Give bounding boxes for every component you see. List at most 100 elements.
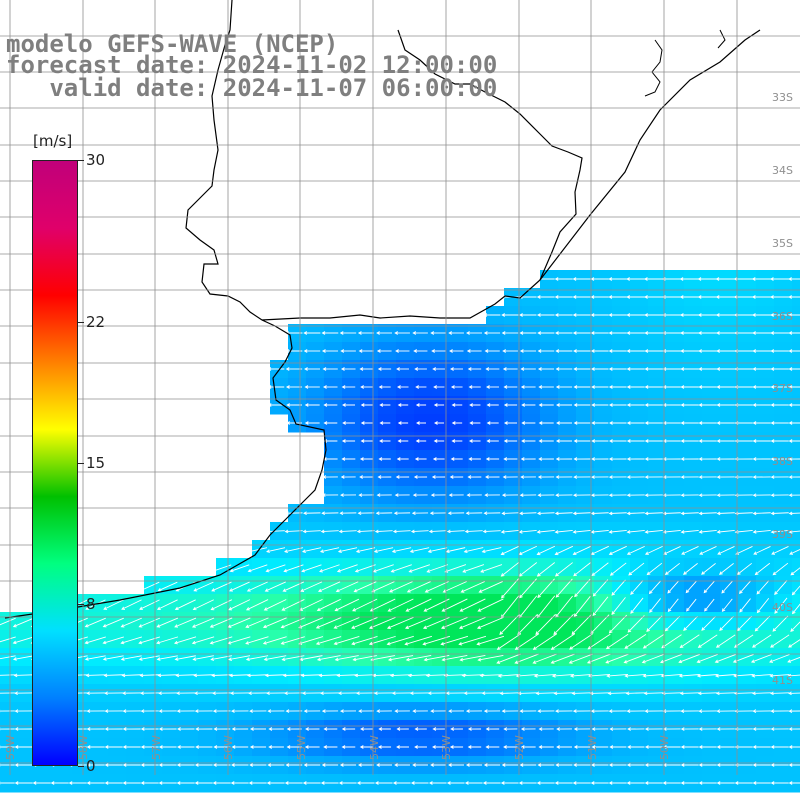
wind-arrow bbox=[716, 493, 735, 497]
wind-arrow bbox=[303, 763, 321, 767]
wind-arrow bbox=[334, 598, 360, 612]
wind-arrow bbox=[698, 475, 717, 479]
wind-arrow bbox=[359, 745, 374, 749]
wind-arrow bbox=[716, 367, 735, 371]
wind-arrow bbox=[0, 763, 15, 767]
wind-arrow bbox=[679, 691, 700, 696]
wind-arrow bbox=[752, 763, 771, 767]
wind-arrow bbox=[212, 781, 231, 785]
wind-arrow bbox=[788, 493, 800, 497]
wind-arrow bbox=[486, 385, 500, 389]
wind-arrow bbox=[467, 367, 482, 371]
wind-arrow bbox=[158, 763, 177, 767]
wind-arrow bbox=[249, 709, 267, 713]
speed-cell bbox=[792, 648, 800, 667]
wind-arrow bbox=[715, 673, 736, 678]
wind-arrow bbox=[716, 763, 735, 767]
wind-arrow bbox=[422, 635, 451, 646]
wind-arrow bbox=[716, 421, 735, 425]
wind-arrow bbox=[518, 529, 537, 534]
wind-arrow bbox=[482, 529, 501, 534]
wind-arrow bbox=[86, 727, 105, 731]
wind-arrow bbox=[680, 457, 699, 461]
wind-arrow bbox=[774, 580, 788, 595]
wind-arrow bbox=[424, 581, 449, 593]
wind-arrow bbox=[680, 781, 699, 785]
wind-arrow bbox=[191, 636, 215, 645]
wind-arrow bbox=[680, 439, 699, 443]
wind-arrow bbox=[445, 691, 466, 695]
wind-arrow bbox=[644, 493, 663, 497]
wind-arrow bbox=[12, 655, 34, 661]
colorbar-tick-mark bbox=[78, 604, 84, 606]
wind-arrow bbox=[698, 367, 717, 371]
wind-arrow bbox=[86, 781, 105, 785]
lon-label: 57W bbox=[150, 735, 163, 760]
wind-arrow bbox=[122, 763, 141, 767]
wind-arrow bbox=[379, 439, 391, 443]
wind-arrow bbox=[376, 349, 392, 353]
wind-arrow bbox=[521, 403, 536, 407]
wind-arrow bbox=[486, 439, 499, 443]
wind-arrow bbox=[519, 578, 537, 599]
wind-arrow bbox=[451, 439, 463, 443]
wind-arrow bbox=[446, 529, 465, 534]
wind-arrow bbox=[606, 674, 628, 678]
wind-arrow bbox=[611, 579, 626, 596]
wind-arrow bbox=[698, 529, 717, 534]
wind-arrow bbox=[591, 562, 609, 577]
lon-label: 51W bbox=[586, 735, 599, 760]
wind-arrow bbox=[485, 745, 500, 749]
wind-arrow bbox=[286, 727, 302, 731]
wind-arrow bbox=[395, 475, 410, 479]
wind-arrow bbox=[590, 349, 609, 353]
wind-arrow bbox=[538, 745, 554, 749]
wind-arrow bbox=[496, 633, 521, 650]
wind-arrow bbox=[521, 439, 536, 443]
wind-arrow bbox=[591, 385, 609, 389]
wind-arrow bbox=[481, 547, 502, 554]
wind-arrow bbox=[301, 547, 322, 553]
wind-arrow bbox=[716, 439, 735, 443]
wind-arrow bbox=[788, 349, 800, 353]
wind-arrow bbox=[379, 421, 391, 425]
wind-arrow bbox=[120, 617, 142, 628]
wind-arrow bbox=[515, 674, 539, 678]
wind-arrow bbox=[788, 295, 800, 299]
wind-arrow bbox=[503, 439, 518, 443]
wind-arrow bbox=[756, 580, 770, 595]
wind-arrow bbox=[138, 617, 161, 628]
wind-arrow bbox=[263, 655, 287, 662]
wind-arrow bbox=[680, 349, 699, 353]
wind-arrow bbox=[341, 457, 356, 461]
wind-arrow bbox=[608, 614, 628, 634]
wind-arrow bbox=[246, 581, 268, 592]
wind-arrow bbox=[628, 562, 645, 576]
wind-arrow bbox=[469, 421, 481, 425]
wind-arrow bbox=[121, 673, 142, 678]
wind-arrow bbox=[555, 457, 573, 461]
wind-arrow bbox=[394, 763, 410, 767]
wind-arrow bbox=[572, 511, 591, 516]
wind-arrow bbox=[450, 367, 464, 371]
wind-arrow bbox=[791, 585, 800, 596]
wind-arrow bbox=[321, 763, 339, 767]
wind-arrow bbox=[467, 727, 482, 731]
wind-arrow bbox=[556, 727, 572, 731]
wind-arrow bbox=[266, 781, 285, 785]
wind-arrow bbox=[395, 349, 410, 353]
wind-arrow bbox=[248, 691, 268, 695]
wind-arrow bbox=[644, 709, 663, 713]
wind-arrow bbox=[701, 563, 716, 575]
wind-arrow bbox=[555, 331, 573, 335]
wind-arrow bbox=[537, 763, 555, 767]
wind-arrow bbox=[483, 763, 501, 767]
wind-arrow bbox=[317, 581, 341, 593]
wind-arrow bbox=[315, 636, 342, 645]
wind-arrow bbox=[520, 745, 536, 749]
wind-arrow bbox=[503, 385, 518, 389]
lat-label: 35S bbox=[772, 237, 793, 250]
wind-arrow bbox=[497, 674, 521, 678]
wind-arrow bbox=[248, 781, 267, 785]
